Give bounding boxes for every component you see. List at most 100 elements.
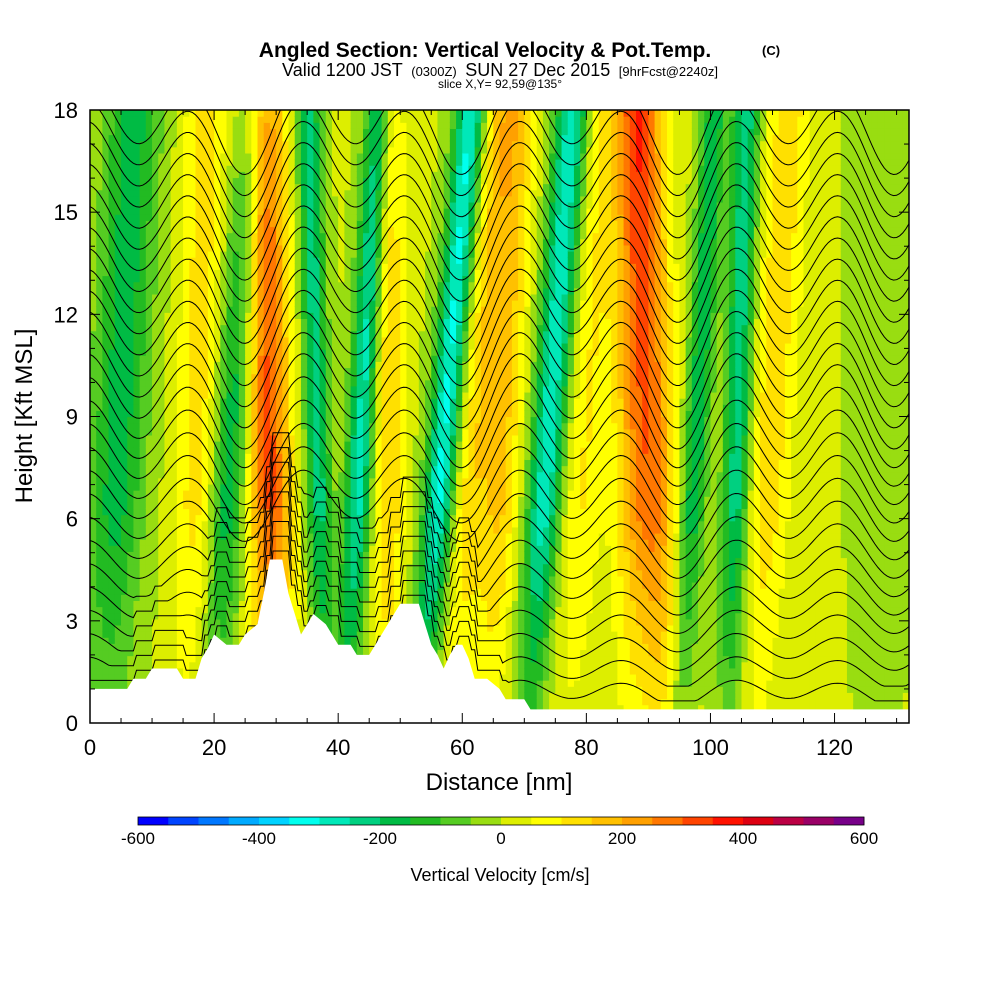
velocity-cell [145, 532, 153, 540]
velocity-cell [164, 165, 172, 172]
velocity-cell [394, 575, 401, 583]
velocity-cell [164, 637, 172, 644]
velocity-cell [183, 293, 190, 301]
velocity-cell [133, 465, 141, 473]
velocity-cell [338, 575, 345, 583]
velocity-cell [251, 214, 259, 221]
velocity-cell [344, 116, 352, 123]
velocity-cell [307, 208, 314, 215]
velocity-cell [263, 293, 271, 301]
velocity-cell [338, 159, 345, 166]
velocity-cell [207, 526, 215, 534]
velocity-cell [189, 171, 197, 179]
velocity-cell [282, 318, 290, 326]
velocity-cell [356, 471, 364, 479]
velocity-cell [201, 238, 209, 246]
velocity-cell [139, 667, 147, 675]
velocity-cell [276, 159, 283, 166]
velocity-cell [300, 226, 308, 234]
velocity-cell [276, 293, 283, 301]
velocity-cell [319, 422, 327, 430]
velocity-cell [307, 128, 314, 136]
velocity-cell [90, 201, 97, 209]
velocity-cell [238, 324, 246, 332]
velocity-cell [369, 361, 376, 369]
velocity-cell [158, 269, 166, 277]
velocity-cell [350, 618, 358, 626]
velocity-cell [238, 146, 246, 154]
velocity-cell [226, 214, 234, 221]
velocity-cell [300, 526, 308, 534]
velocity-cell [90, 336, 97, 344]
velocity-cell [189, 477, 197, 485]
velocity-cell [214, 526, 221, 534]
velocity-cell [108, 465, 116, 473]
velocity-cell [245, 110, 252, 117]
velocity-cell [387, 428, 395, 436]
velocity-cell [313, 459, 321, 467]
velocity-cell [344, 201, 352, 209]
velocity-cell [282, 269, 290, 277]
velocity-cell [214, 287, 221, 295]
velocity-cell [313, 330, 321, 338]
velocity-cell [114, 588, 122, 595]
velocity-cell [152, 551, 159, 559]
velocity-cell [288, 214, 296, 221]
velocity-cell [164, 171, 172, 179]
velocity-cell [164, 250, 172, 258]
velocity-cell [195, 490, 203, 497]
velocity-cell [220, 410, 228, 418]
velocity-cell [127, 134, 135, 142]
velocity-cell [307, 496, 314, 503]
velocity-cell [356, 306, 364, 313]
velocity-cell [282, 508, 290, 516]
velocity-cell [108, 496, 116, 503]
velocity-cell [220, 373, 228, 381]
velocity-cell [164, 269, 172, 277]
velocity-cell [300, 539, 308, 546]
velocity-cell [127, 551, 135, 559]
velocity-cell [232, 373, 240, 381]
velocity-cell [220, 441, 228, 448]
velocity-cell [263, 238, 271, 246]
velocity-cell [108, 631, 116, 638]
velocity-cell [387, 398, 395, 405]
velocity-cell [96, 410, 103, 418]
velocity-cell [387, 404, 395, 411]
velocity-cell [331, 477, 339, 485]
velocity-cell [251, 367, 259, 375]
velocity-cell [251, 140, 259, 148]
velocity-cell [375, 459, 383, 467]
velocity-cell [356, 275, 364, 283]
velocity-cell [319, 416, 327, 424]
velocity-cell [381, 483, 389, 491]
velocity-cell [108, 600, 116, 608]
velocity-cell [170, 312, 178, 320]
velocity-cell [251, 557, 259, 565]
velocity-cell [394, 582, 401, 589]
velocity-cell [394, 532, 401, 540]
velocity-cell [139, 649, 147, 657]
velocity-cell [325, 563, 333, 571]
velocity-cell [369, 618, 376, 626]
velocity-cell [331, 318, 339, 326]
velocity-cell [363, 152, 370, 160]
velocity-cell [170, 238, 178, 246]
velocity-cell [183, 250, 190, 258]
velocity-cell [257, 557, 265, 565]
velocity-cell [356, 238, 364, 246]
velocity-cell [263, 208, 271, 215]
velocity-cell [214, 201, 221, 209]
velocity-cell [145, 471, 153, 479]
velocity-cell [294, 490, 302, 497]
velocity-cell [356, 373, 364, 381]
velocity-cell [152, 404, 159, 411]
velocity-cell [381, 201, 389, 209]
velocity-cell [121, 226, 128, 234]
velocity-cell [238, 477, 246, 485]
velocity-cell [331, 146, 339, 154]
velocity-cell [164, 465, 172, 473]
velocity-cell [257, 165, 265, 172]
velocity-cell [350, 465, 358, 473]
velocity-cell [232, 220, 240, 228]
